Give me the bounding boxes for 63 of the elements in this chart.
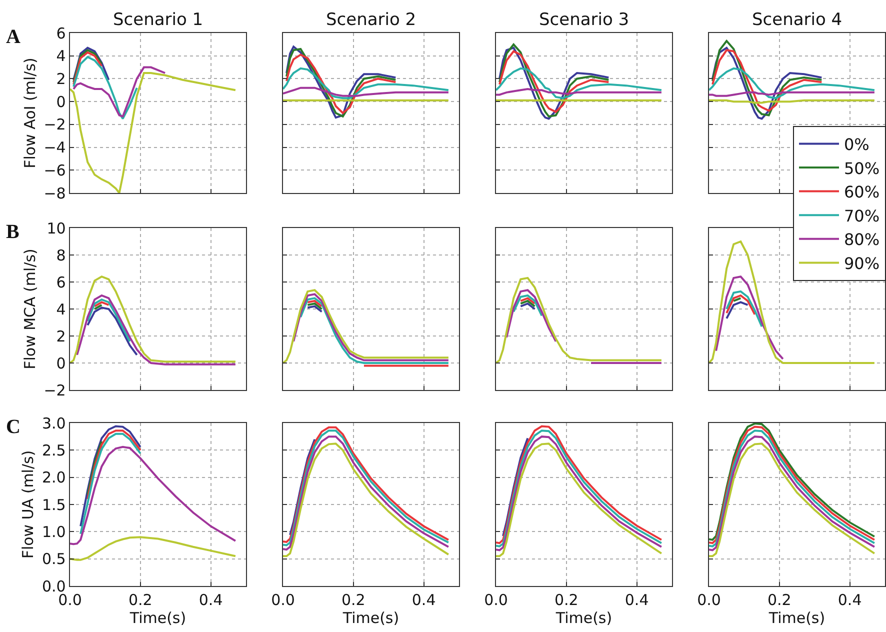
y-tick-label: −8 xyxy=(44,184,66,202)
y-tick-label: −2 xyxy=(44,116,66,134)
x-axis-title: Time(s) xyxy=(128,609,186,628)
y-tick-label: −6 xyxy=(44,161,66,180)
y-axis-title: Flow UA (ml/s) xyxy=(19,450,38,559)
line-series xyxy=(76,294,236,366)
legend-label: 80% xyxy=(844,230,880,250)
chart-title: Scenario 2 xyxy=(326,10,416,30)
y-tick-label: 8 xyxy=(56,246,66,264)
y-tick-label: 2 xyxy=(56,70,66,88)
legend-label: 60% xyxy=(844,182,880,202)
line-series xyxy=(70,276,236,364)
text: A xyxy=(6,26,21,48)
x-tick-label: 0.2 xyxy=(341,591,366,610)
line-series xyxy=(86,430,142,500)
y-tick-label: −2 xyxy=(44,381,66,400)
x-tick-label: 0.2 xyxy=(554,591,578,610)
chart-title: Scenario 1 xyxy=(113,10,204,30)
y-tick-label: 10 xyxy=(46,219,66,238)
x-axis-title: Time(s) xyxy=(554,609,612,628)
y-tick-label: 0 xyxy=(56,354,66,372)
y-tick-label: 6 xyxy=(56,24,66,42)
y-tick-label: 3.0 xyxy=(42,414,66,432)
chart-title: Scenario 4 xyxy=(752,10,842,30)
line-series xyxy=(70,72,236,193)
y-tick-label: 6 xyxy=(56,273,66,292)
y-tick-label: 1.5 xyxy=(42,496,66,514)
y-tick-label: 4 xyxy=(56,300,66,318)
line-series xyxy=(72,46,110,81)
legend-label: 70% xyxy=(844,206,880,226)
chart-title: Scenario 3 xyxy=(539,10,630,30)
y-tick-label: −4 xyxy=(44,138,66,157)
y-tick-label: 1.0 xyxy=(42,522,66,541)
x-tick-label: 0.4 xyxy=(838,591,862,610)
x-tick-label: 0.2 xyxy=(128,591,152,610)
line-series xyxy=(86,306,138,356)
x-axis-title: Time(s) xyxy=(768,609,826,628)
x-tick-label: 0.0 xyxy=(697,591,721,610)
x-tick-label: 0.4 xyxy=(412,591,436,610)
line-series xyxy=(72,56,138,120)
legend-label: 90% xyxy=(844,254,880,273)
line-series xyxy=(86,298,131,342)
x-axis-title: Time(s) xyxy=(342,609,400,628)
y-tick-label: 0.5 xyxy=(42,550,66,568)
line-series xyxy=(70,536,236,561)
x-tick-label: 0.0 xyxy=(271,591,295,610)
y-axis-title: Flow MCA (ml/s) xyxy=(20,248,39,370)
text: B xyxy=(6,221,20,243)
y-tick-label: 4 xyxy=(56,47,66,66)
legend-label: 0% xyxy=(844,134,870,154)
line-series xyxy=(70,446,236,546)
y-axis-title: Flow AoI (ml/s) xyxy=(20,58,39,168)
x-tick-label: 0.4 xyxy=(198,591,223,610)
y-tick-label: 2.5 xyxy=(42,441,66,460)
y-tick-label: 2.0 xyxy=(42,468,66,487)
line-series xyxy=(72,66,166,118)
y-tick-label: 0 xyxy=(56,92,66,111)
x-tick-label: 0.0 xyxy=(484,591,508,610)
text: C xyxy=(6,416,20,438)
legend-label: 50% xyxy=(844,158,880,178)
y-tick-label: 2 xyxy=(56,327,66,346)
x-tick-label: 0.4 xyxy=(624,591,649,610)
x-tick-label: 0.2 xyxy=(767,591,792,610)
